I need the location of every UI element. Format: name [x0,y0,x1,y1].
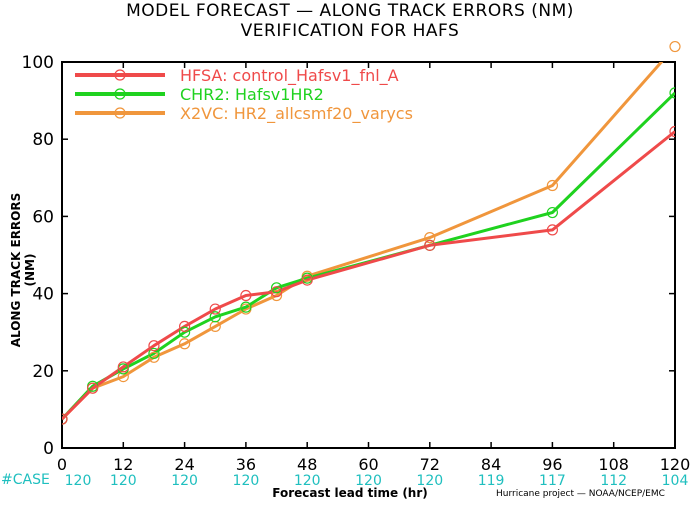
credit-text: Hurricane project — NOAA/NCEP/EMC [496,489,665,499]
x-tick-label: 108 [598,455,629,474]
data-point [270,289,283,302]
x-tick-label: 84 [481,455,501,474]
cases-label: #CASE [1,472,50,488]
data-point [424,239,436,251]
x-tick-label: 96 [542,455,562,474]
case-count: 120 [171,473,198,489]
data-point [117,361,129,373]
x-tick-label: 60 [358,455,378,474]
case-count: 117 [539,473,566,489]
legend-label: HFSA: control_Hafsv1_fnl_A [180,66,399,86]
chart-subtitle: VERIFICATION FOR HAFS [240,21,460,41]
case-count: 119 [478,473,505,489]
case-count: 112 [600,473,627,489]
case-count: 120 [233,473,260,489]
y-axis-label: ALONG TRACK ERRORS (NM) [9,192,37,348]
y-tick-label: 60 [32,207,54,227]
data-point [179,338,191,350]
data-point [179,320,191,333]
data-point [270,282,283,294]
series-line [62,62,664,421]
legend-label: CHR2: Hafsv1HR2 [180,85,324,104]
y-tick-label: 40 [32,285,54,305]
data-point [62,413,68,425]
data-point [546,179,559,192]
data-point [669,40,681,53]
x-tick-label: 120 [660,455,691,474]
case-count: 120 [416,473,443,489]
y-tick-label: 20 [32,362,54,382]
y-tick-label: 80 [32,130,54,150]
data-point [546,206,559,219]
legend-label: X2VC: HR2_allcsmf20_varycs [180,104,413,124]
x-tick-label: 24 [174,455,194,474]
data-point [669,125,675,138]
data-point [240,289,252,302]
data-point [148,351,160,363]
data-point [669,87,675,99]
data-point [546,224,559,236]
data-point [240,301,252,313]
x-tick-label: 0 [57,455,67,474]
data-point [148,340,160,352]
data-point [424,232,436,244]
data-point [301,274,313,286]
x-tick-label: 48 [297,455,317,474]
data-point [179,326,191,338]
series-line [62,130,675,421]
x-axis-label: Forecast lead time (hr) [272,486,428,500]
case-count: 120 [294,473,321,489]
y-tick-label: 0 [43,439,54,459]
legend-marker [114,88,126,100]
case-count: 120 [110,473,137,489]
x-tick-label: 12 [113,455,133,474]
x-tick-label: 72 [420,455,440,474]
y-tick-label: 100 [22,53,54,73]
data-point [209,311,221,323]
case-count: 120 [355,473,382,489]
series-group [62,62,675,425]
legend-marker [114,69,126,81]
data-point [87,382,99,394]
data-point [270,286,283,298]
data-point [209,303,221,315]
x-tick-label: 36 [236,455,256,474]
legend-marker [114,107,126,119]
data-point [148,347,160,360]
chart-title: MODEL FORECAST — ALONG TRACK ERRORS (NM) [126,1,574,21]
case-count: 120 [65,473,92,489]
case-count: 104 [662,473,689,489]
